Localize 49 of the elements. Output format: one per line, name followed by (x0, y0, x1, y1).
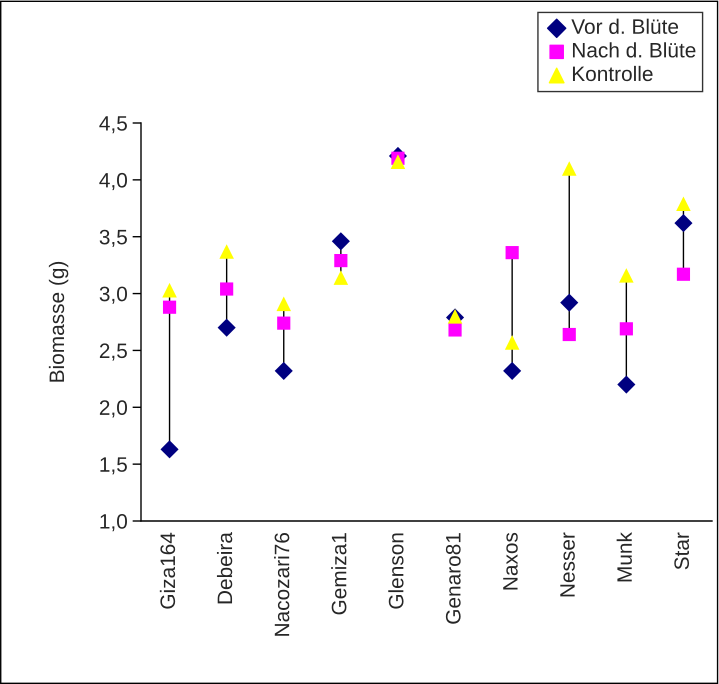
point (162, 282, 177, 298)
point (160, 440, 179, 458)
x-tick-label: Gemiza1 (331, 533, 346, 614)
point (620, 322, 633, 336)
point (390, 154, 406, 169)
point (674, 214, 693, 232)
point (448, 309, 462, 324)
point (334, 270, 348, 285)
point (676, 268, 690, 281)
x-tick-label: Naxos (503, 532, 518, 590)
point (274, 362, 293, 380)
x-tick-label: Star (674, 532, 690, 570)
y-tick-label: 4,5 (99, 116, 127, 134)
y-tick-label: 4,0 (99, 172, 127, 190)
point (506, 246, 519, 260)
legend-label: Nach d. Blüte (572, 42, 696, 58)
y-tick-label: 2,5 (100, 343, 127, 361)
y-tick-label: 1,0 (100, 514, 127, 532)
point (332, 232, 350, 250)
point (676, 196, 691, 212)
x-tick-label: Giza164 (160, 532, 176, 609)
point (619, 268, 634, 283)
point (504, 335, 520, 350)
point (218, 318, 236, 337)
point (503, 362, 522, 380)
point (560, 294, 578, 312)
x-tick-label: Genaro81 (446, 533, 461, 624)
point (562, 161, 577, 176)
point (219, 244, 234, 259)
point (277, 316, 290, 330)
x-tick-label: Nesser (560, 532, 575, 596)
point (162, 300, 176, 314)
point (220, 282, 234, 296)
x-tick-label: Nacozari76 (274, 533, 290, 636)
point (448, 323, 462, 337)
x-tick-label: Munk (616, 532, 632, 582)
point (334, 254, 348, 268)
y-tick-label: 3,0 (100, 286, 127, 304)
point (617, 375, 636, 394)
x-tick-label: Glenson (388, 533, 404, 609)
y-tick-label: 3,5 (100, 230, 127, 247)
x-tick-label: Debeira (216, 532, 232, 604)
legend-label: Vor d. Blüte (571, 18, 678, 34)
y-tick-label: 2,0 (100, 400, 127, 418)
y-axis-title: Biomasse (g) (48, 262, 68, 382)
point (562, 328, 576, 342)
y-tick-label: 1,5 (100, 457, 127, 474)
point (276, 296, 292, 312)
legend-label: Kontrolle (572, 66, 653, 82)
